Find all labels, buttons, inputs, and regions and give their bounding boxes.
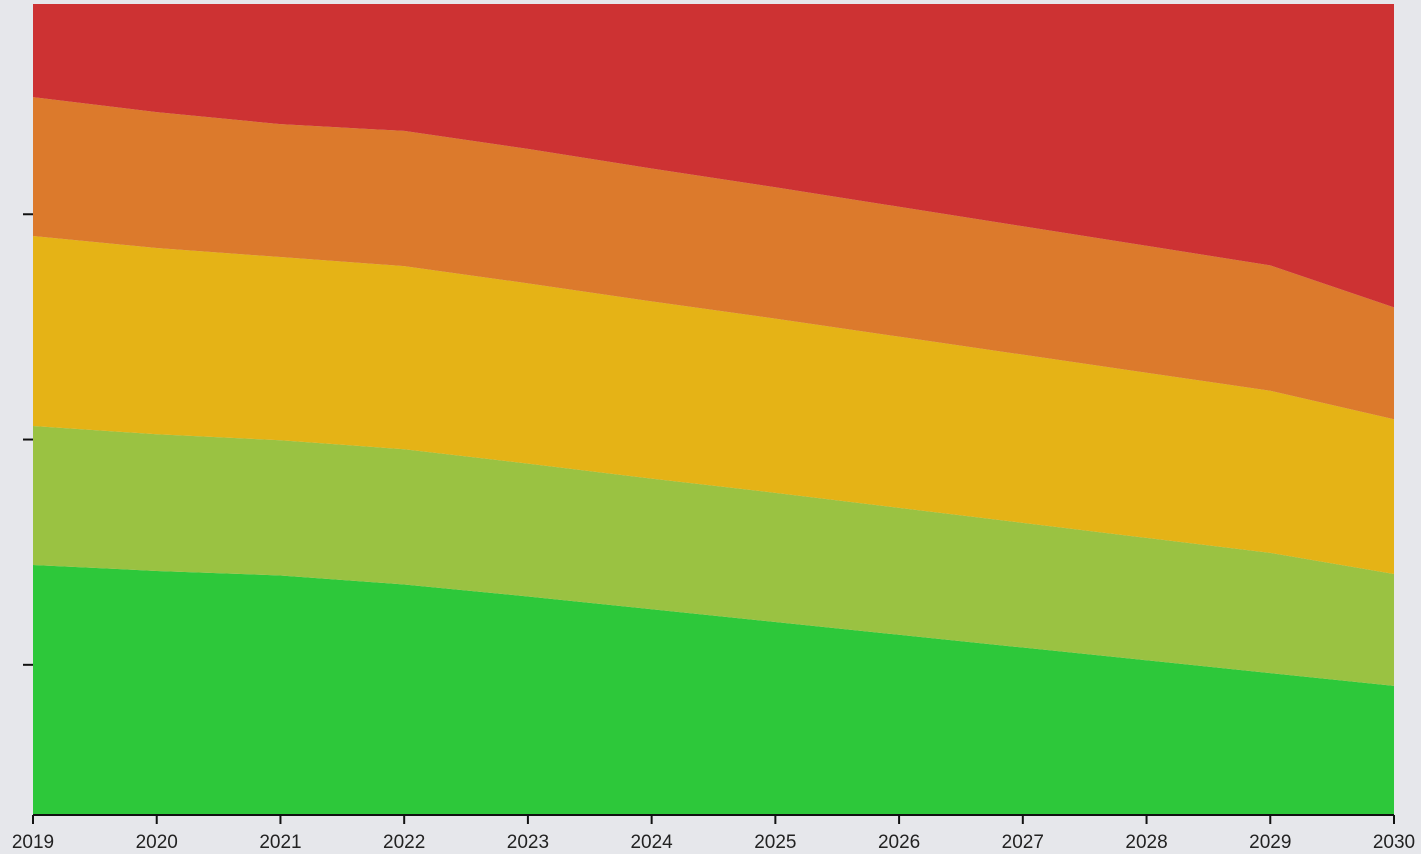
y-axis	[23, 213, 33, 666]
x-axis: 2019 2020 2021 2022 2023 2024 2025 2026 2027 2028…	[12, 814, 1415, 853]
x-tick-label: 2023	[507, 832, 549, 853]
area-series-2	[33, 426, 1394, 686]
x-tick-label: 2027	[1002, 832, 1044, 853]
x-tick-label: 2020	[136, 832, 178, 853]
x-tick-label: 2029	[1249, 832, 1291, 853]
x-tick-label: 2030	[1373, 832, 1415, 853]
x-tick-label: 2028	[1125, 832, 1167, 853]
area-series-5	[33, 4, 1394, 308]
area-series-3	[33, 236, 1394, 574]
x-tick-label: 2026	[878, 832, 920, 853]
x-tick-label: 2024	[630, 832, 673, 853]
x-tick-label: 2022	[383, 832, 425, 853]
area-series-group	[33, 4, 1394, 815]
x-tick-label: 2021	[259, 832, 301, 853]
x-tick-label: 2025	[754, 832, 796, 853]
area-series-4	[33, 97, 1394, 420]
x-tick-label: 2019	[12, 832, 54, 853]
area-series-1	[33, 564, 1394, 815]
